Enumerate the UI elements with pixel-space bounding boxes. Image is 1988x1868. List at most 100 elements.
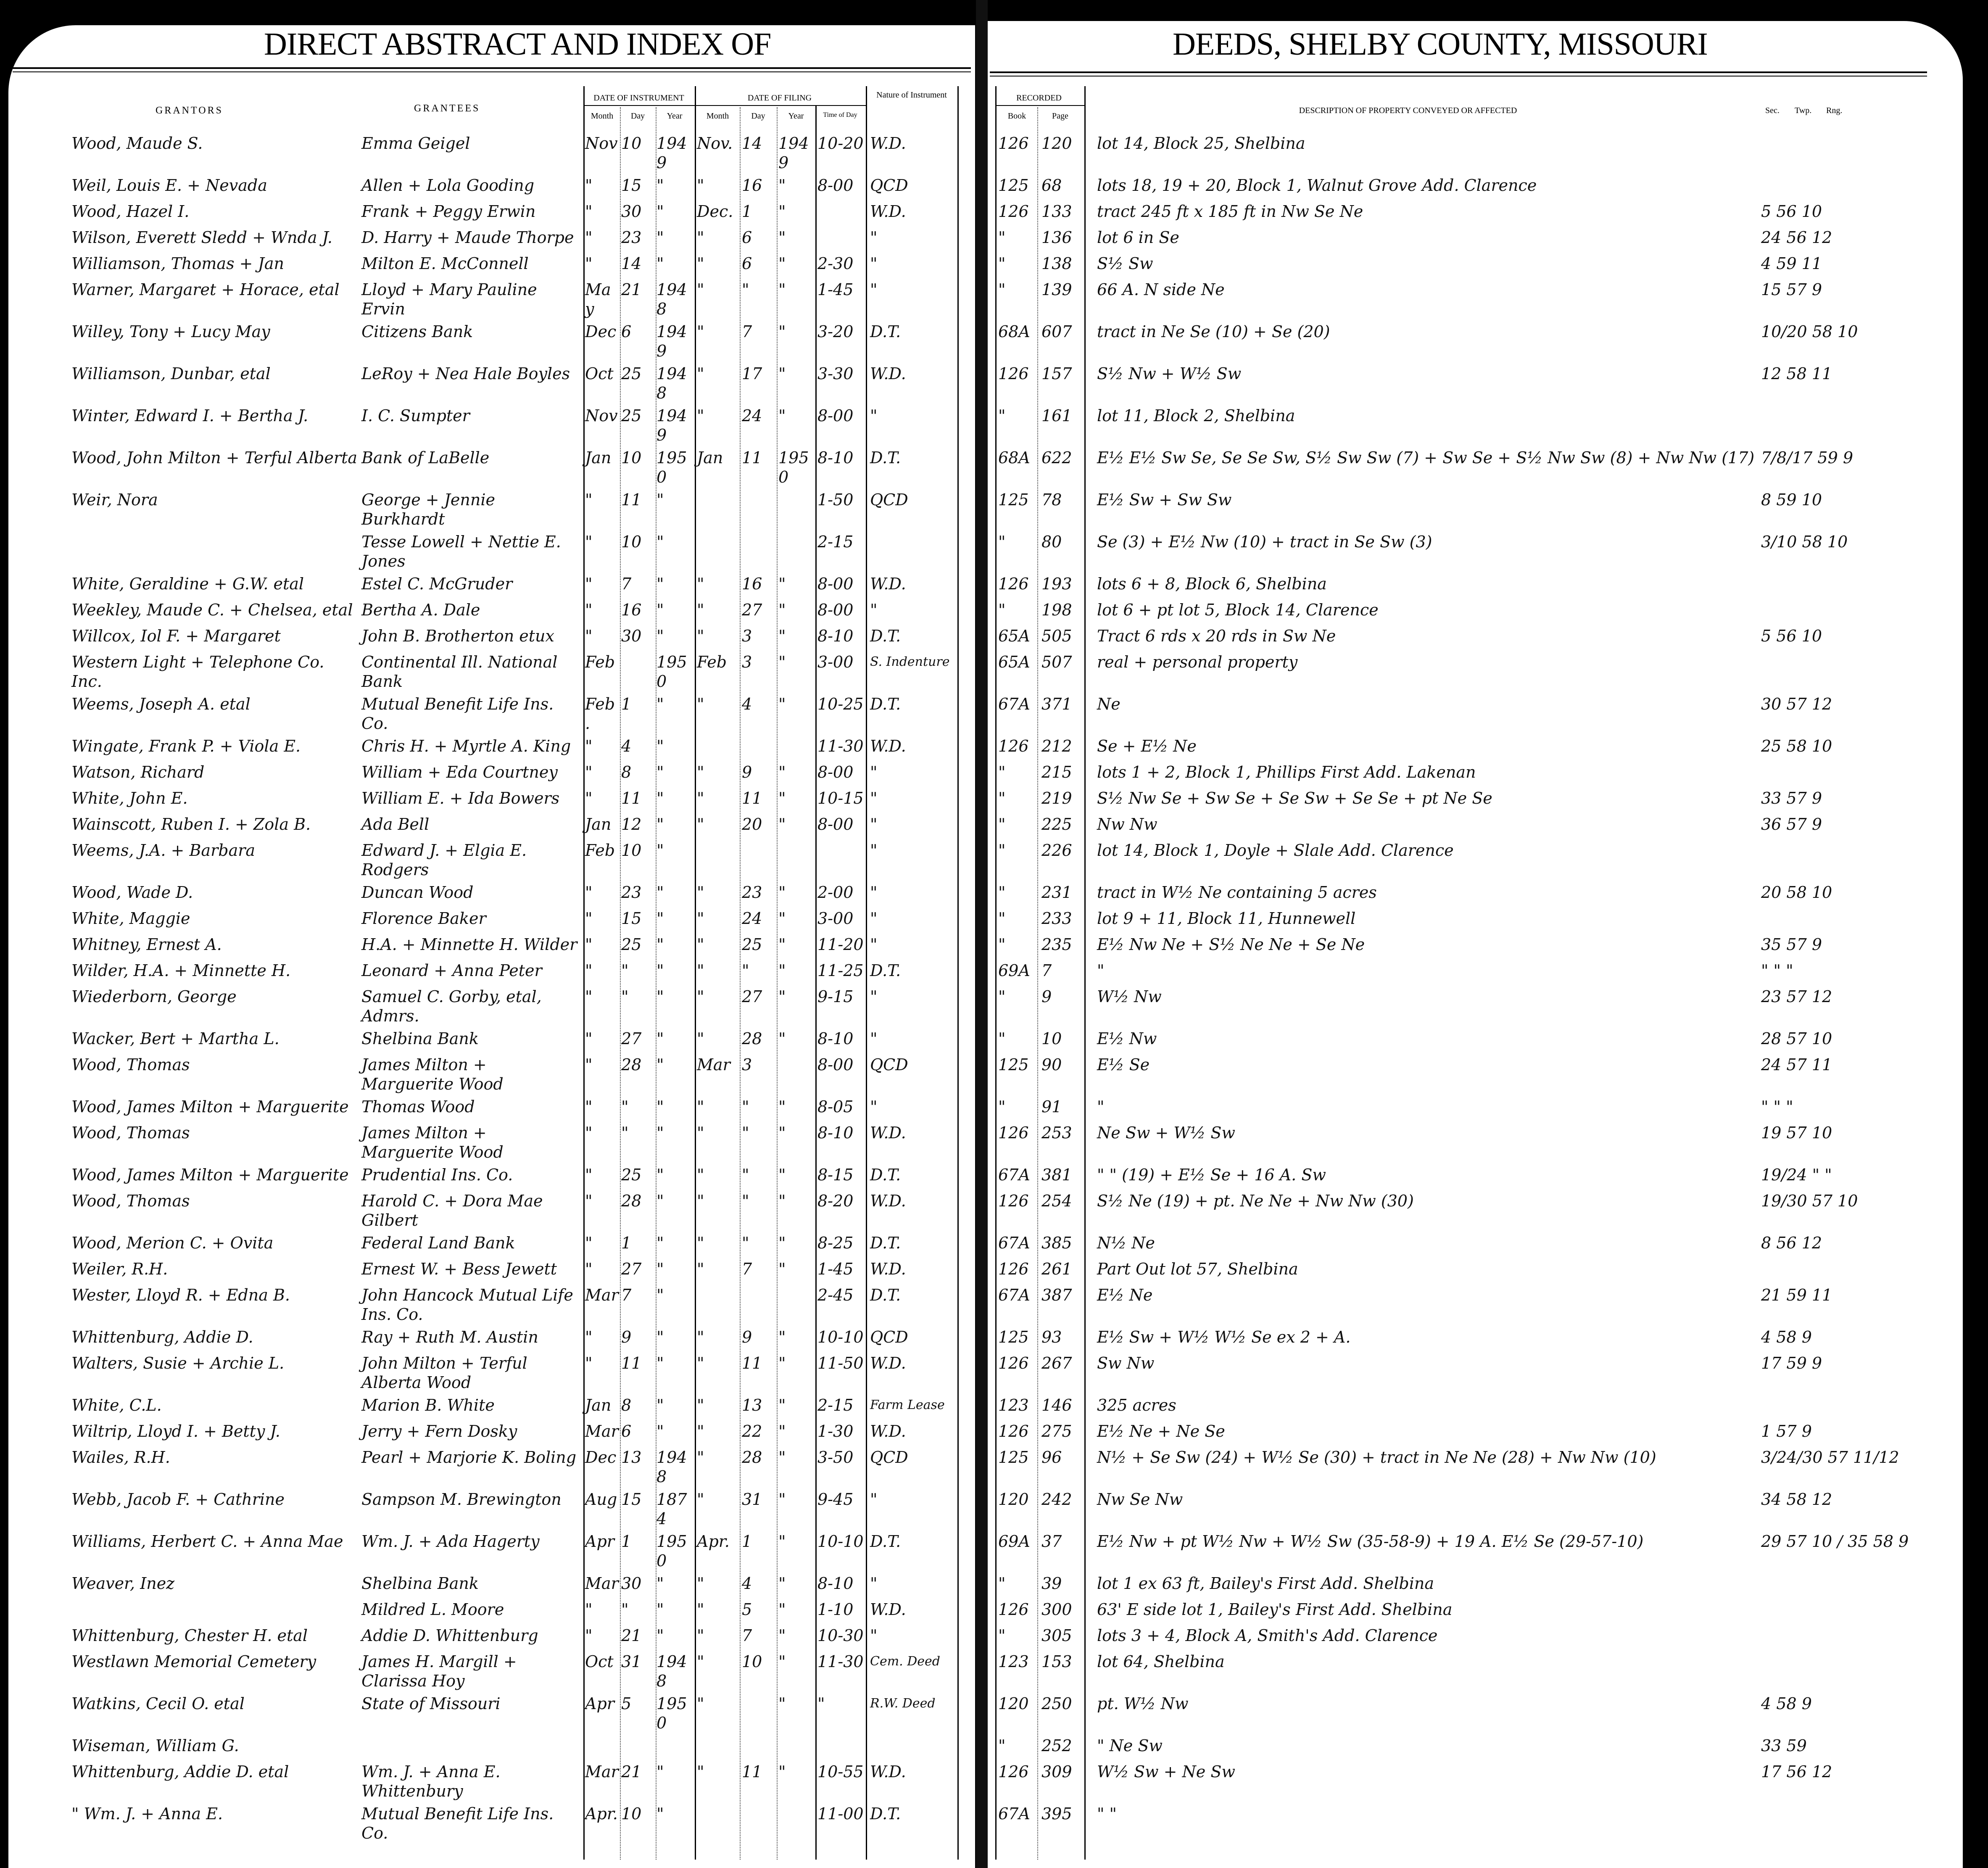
book-cell: 68A <box>998 449 1030 467</box>
nature-cell: " <box>870 228 878 247</box>
nature-cell: QCD <box>870 1328 908 1346</box>
grantor-cell <box>71 529 361 532</box>
filing-year-cell: " <box>778 1574 786 1593</box>
grantor-cell: Wiederborn, George <box>71 987 237 1006</box>
time-of-day-cell: 11-30 <box>817 737 864 755</box>
instrument-month-cell: " <box>585 763 593 781</box>
instrument-day-cell: 15 <box>621 176 642 195</box>
filing-month-cell: " <box>697 176 704 195</box>
table-row: Weiler, R.H. Ernest W. + Bess Jewett " 27 " "… <box>0 1256 1988 1282</box>
sec-twp-rng-cell: 24 57 11 <box>1761 1055 1832 1074</box>
filing-day-cell: 28 <box>742 1029 762 1048</box>
date-of-filing-header: DATE OF FILING <box>747 93 812 103</box>
book-cell: 120 <box>998 1694 1029 1713</box>
filing-day-cell: 3 <box>742 653 752 671</box>
page-cell: 622 <box>1041 449 1072 467</box>
nature-cell: " <box>870 601 878 619</box>
instrument-day-cell: 27 <box>621 1029 642 1048</box>
sec-twp-rng-cell: 3/24/30 57 11/12 <box>1761 1448 1899 1467</box>
book-cell: 125 <box>998 1448 1029 1467</box>
time-of-day-cell: 8-00 <box>817 1055 854 1074</box>
description-cell: Tract 6 rds x 20 rds in Sw Ne <box>1097 627 1336 645</box>
instrument-month-cell: " <box>585 1626 593 1645</box>
instrument-day-cell: " <box>621 1098 629 1116</box>
description-cell: 325 acres <box>1097 1396 1176 1414</box>
filing-month-cell: " <box>697 1600 704 1619</box>
grantor-cell: Weir, Nora <box>71 491 158 509</box>
sec-twp-rng-cell: 19/30 57 10 <box>1761 1192 1858 1210</box>
filing-month-cell: " <box>697 406 704 425</box>
instrument-month-cell: " <box>585 935 593 954</box>
filing-day-cell: 6 <box>742 228 752 247</box>
grantor-cell: Wood, Wade D. <box>71 883 193 902</box>
page-cell: 242 <box>1041 1490 1072 1509</box>
filing-day-cell: " <box>742 280 749 299</box>
sec-twp-rng-cell: 8 56 12 <box>1761 1234 1822 1252</box>
table-row: Wood, Thomas James Milton + Marguerite Wo… <box>0 1120 1988 1162</box>
grantor-cell: Western Light + Telephone Co. Inc. <box>71 653 324 691</box>
filing-month-cell: " <box>697 763 704 781</box>
table-row: Tesse Lowell + Nettie E. Jones " 10 " 2-15 " 8… <box>0 529 1988 571</box>
instrument-day-cell: 1 <box>621 1532 632 1551</box>
instrument-year-cell: " <box>657 695 664 713</box>
instrument-year-cell: " <box>657 841 664 860</box>
filing-year-cell: " <box>778 202 786 221</box>
time-of-day-cell: 1-50 <box>817 491 854 509</box>
sec-twp-rng-cell: 1 57 9 <box>1761 1422 1812 1441</box>
instrument-month-cell: Jan <box>585 815 612 834</box>
instrument-month-cell: " <box>585 228 593 247</box>
grantor-cell: Whittenburg, Addie D. etal <box>71 1762 289 1781</box>
page-cell: 90 <box>1041 1055 1062 1074</box>
instrument-year-cell: " <box>657 789 664 807</box>
instrument-year-cell: " <box>657 202 664 221</box>
book-cell: 126 <box>998 1192 1029 1210</box>
instrument-month-cell: " <box>585 176 593 195</box>
instrument-day-cell: 15 <box>621 909 642 928</box>
grantor-cell: Williamson, Thomas + Jan <box>71 254 284 273</box>
filing-month-cell: " <box>697 1166 704 1184</box>
table-row: Weir, Nora George + Jennie Burkhardt " 11 " 1… <box>0 487 1988 529</box>
filing-month-cell: " <box>697 1448 704 1467</box>
filing-month-cell: " <box>697 1490 704 1509</box>
page-cell: 275 <box>1041 1422 1072 1441</box>
sec-twp-rng-cell: 10/20 58 10 <box>1761 322 1858 341</box>
instrument-year-cell: 1949 <box>657 134 687 172</box>
page-cell: 39 <box>1041 1574 1062 1593</box>
instrument-month-cell: " <box>585 909 593 928</box>
description-cell: lot 6 + pt lot 5, Block 14, Clarence <box>1097 601 1379 619</box>
description-cell: lot 14, Block 1, Doyle + Slale Add. Clar… <box>1097 841 1454 860</box>
time-of-day-cell: 10-55 <box>817 1762 864 1781</box>
left-page-title: DIRECT ABSTRACT AND INDEX OF <box>264 26 771 62</box>
filing-year-cell: " <box>778 322 786 341</box>
filing-day-cell: 11 <box>742 1762 762 1781</box>
sec-twp-rng-cell: 17 59 9 <box>1761 1354 1822 1372</box>
table-row: Wilson, Everett Sledd + Wnda J. D. Harry … <box>0 224 1988 251</box>
filing-month-cell: " <box>697 627 704 645</box>
filing-day-cell: 17 <box>742 364 762 383</box>
column-divider <box>866 86 867 1860</box>
time-of-day-cell: 2-30 <box>817 254 854 273</box>
filing-day-cell: 11 <box>742 789 762 807</box>
instrument-month-cell: " <box>585 627 593 645</box>
filing-day-cell: 7 <box>742 1260 752 1278</box>
nature-cell: D.T. <box>870 449 901 467</box>
time-of-day-cell: 3-00 <box>817 653 854 671</box>
instrument-year-cell: 1948 <box>657 280 687 318</box>
instrument-month-cell: Jan <box>585 449 612 467</box>
table-row: Wiederborn, George Samuel C. Gorby, etal,… <box>0 984 1988 1026</box>
table-row: Whittenburg, Chester H. etal Addie D. Whi… <box>0 1623 1988 1649</box>
filing-month-cell: " <box>697 575 704 593</box>
sec-twp-rng-cell: 5 56 10 <box>1761 202 1822 221</box>
nature-cell: W.D. <box>870 1192 906 1210</box>
description-cell: lot 14, Block 25, Shelbina <box>1097 134 1305 153</box>
grantee-cell: Chris H. + Myrtle A. King <box>361 737 571 755</box>
instrument-year-cell: 1950 <box>657 1694 687 1732</box>
instrument-year-cell: " <box>657 533 664 551</box>
description-cell: tract in Ne Se (10) + Se (20) <box>1097 322 1330 341</box>
grantor-cell: Weiler, R.H. <box>71 1260 168 1278</box>
filing-month-cell: Mar <box>697 1055 730 1074</box>
grantor-cell: Wester, Lloyd R. + Edna B. <box>71 1286 290 1304</box>
page-cell: 305 <box>1041 1626 1072 1645</box>
filing-year-cell: " <box>778 1626 786 1645</box>
